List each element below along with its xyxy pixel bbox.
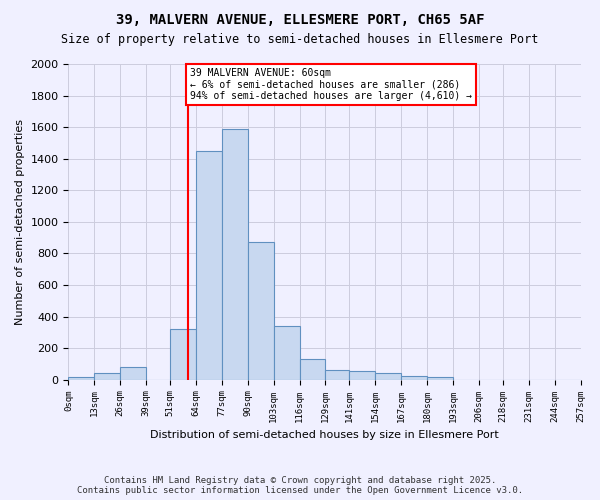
Bar bbox=[274, 326, 299, 380]
Bar bbox=[222, 128, 248, 380]
Bar bbox=[120, 367, 146, 380]
Bar bbox=[325, 370, 349, 380]
Text: Contains HM Land Registry data © Crown copyright and database right 2025.
Contai: Contains HM Land Registry data © Crown c… bbox=[77, 476, 523, 495]
Bar bbox=[196, 151, 222, 380]
Bar bbox=[248, 242, 274, 380]
Text: 39 MALVERN AVENUE: 60sqm
← 6% of semi-detached houses are smaller (286)
94% of s: 39 MALVERN AVENUE: 60sqm ← 6% of semi-de… bbox=[190, 68, 472, 101]
Bar bbox=[375, 374, 401, 380]
Text: 39, MALVERN AVENUE, ELLESMERE PORT, CH65 5AF: 39, MALVERN AVENUE, ELLESMERE PORT, CH65… bbox=[116, 12, 484, 26]
Bar bbox=[349, 371, 375, 380]
Text: Size of property relative to semi-detached houses in Ellesmere Port: Size of property relative to semi-detach… bbox=[61, 32, 539, 46]
Y-axis label: Number of semi-detached properties: Number of semi-detached properties bbox=[15, 119, 25, 325]
Bar bbox=[427, 378, 453, 380]
Bar bbox=[170, 329, 196, 380]
Bar bbox=[94, 374, 120, 380]
Bar bbox=[68, 376, 94, 380]
X-axis label: Distribution of semi-detached houses by size in Ellesmere Port: Distribution of semi-detached houses by … bbox=[150, 430, 499, 440]
Bar bbox=[299, 359, 325, 380]
Bar bbox=[401, 376, 427, 380]
